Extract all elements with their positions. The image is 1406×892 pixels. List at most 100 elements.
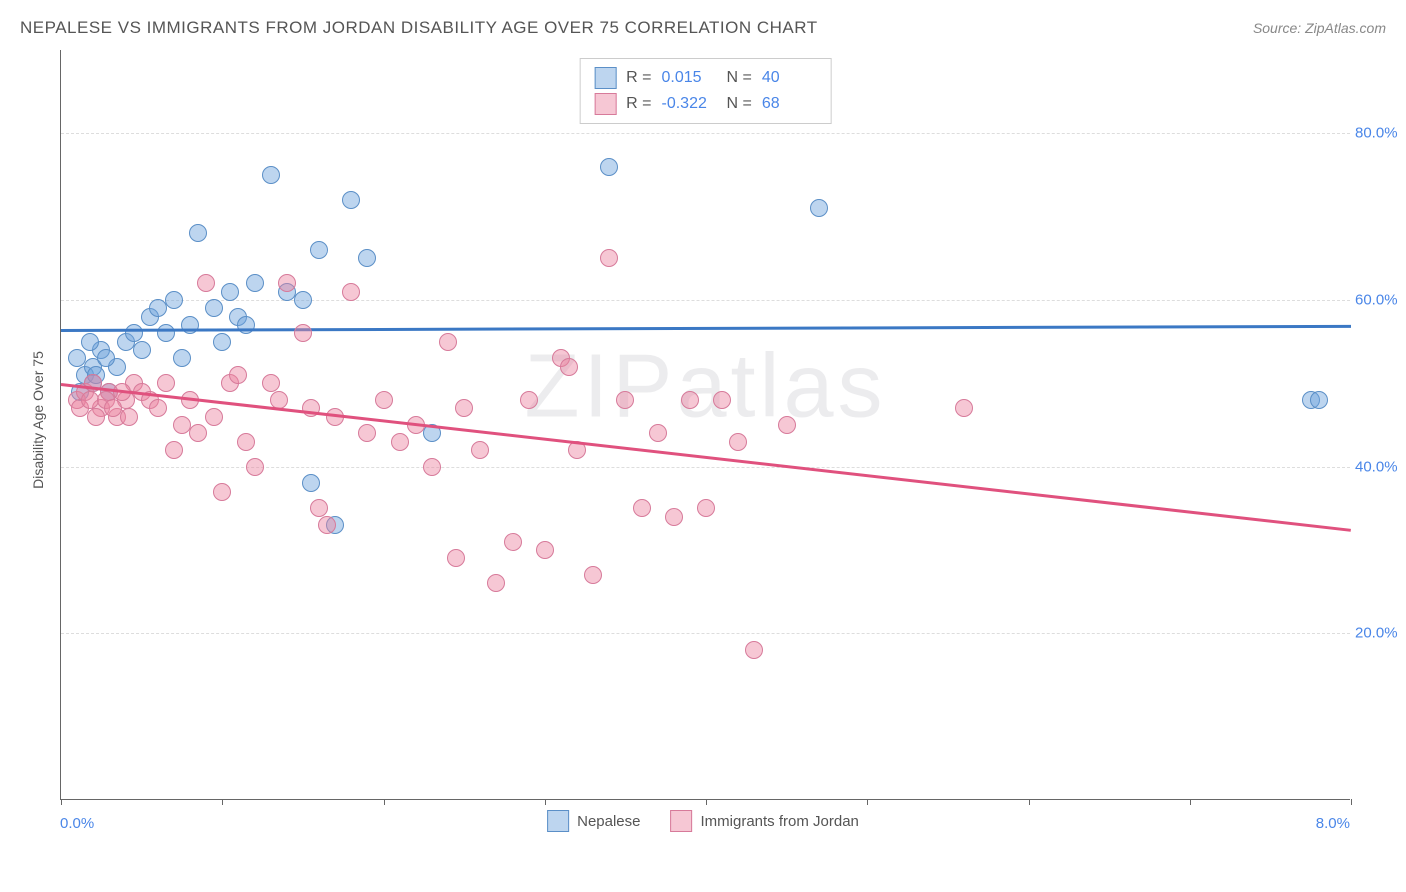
legend-item: Nepalese — [547, 810, 640, 832]
x-tick — [706, 799, 707, 805]
scatter-point — [149, 299, 167, 317]
series-swatch — [594, 93, 616, 115]
x-tick — [1029, 799, 1030, 805]
x-tick — [222, 799, 223, 805]
n-label: N = — [727, 95, 752, 113]
gridline-h — [61, 633, 1350, 634]
scatter-point — [120, 408, 138, 426]
scatter-point — [246, 458, 264, 476]
scatter-point — [439, 333, 457, 351]
plot-area: ZIPatlas R =0.015N =40R =-0.322N =68 20.… — [60, 50, 1350, 800]
scatter-point — [955, 399, 973, 417]
y-axis-label: Disability Age Over 75 — [30, 351, 46, 489]
scatter-point — [302, 474, 320, 492]
x-tick — [867, 799, 868, 805]
scatter-point — [665, 508, 683, 526]
x-tick — [1351, 799, 1352, 805]
scatter-point — [745, 641, 763, 659]
scatter-point — [165, 441, 183, 459]
scatter-point — [262, 166, 280, 184]
legend-label: Immigrants from Jordan — [701, 813, 859, 830]
scatter-point — [294, 291, 312, 309]
scatter-point — [447, 549, 465, 567]
scatter-point — [358, 424, 376, 442]
scatter-point — [487, 574, 505, 592]
scatter-point — [205, 408, 223, 426]
scatter-point — [520, 391, 538, 409]
r-label: R = — [626, 69, 651, 87]
n-value: 40 — [762, 69, 817, 87]
scatter-point — [87, 408, 105, 426]
y-tick-label: 40.0% — [1355, 458, 1405, 475]
scatter-point — [318, 516, 336, 534]
legend-swatch — [671, 810, 693, 832]
scatter-point — [600, 249, 618, 267]
scatter-point — [649, 424, 667, 442]
scatter-point — [189, 224, 207, 242]
scatter-point — [173, 349, 191, 367]
legend-swatch — [547, 810, 569, 832]
scatter-point — [616, 391, 634, 409]
series-swatch — [594, 67, 616, 89]
x-tick — [1190, 799, 1191, 805]
scatter-point — [310, 499, 328, 517]
source-text: Source: ZipAtlas.com — [1253, 20, 1386, 36]
stats-row: R = -0.322 N = 68 — [594, 91, 817, 117]
scatter-point — [189, 424, 207, 442]
x-tick — [384, 799, 385, 805]
scatter-point — [262, 374, 280, 392]
scatter-point — [278, 274, 296, 292]
n-value: 68 — [762, 95, 817, 113]
n-label: N = — [727, 69, 752, 87]
scatter-point — [681, 391, 699, 409]
x-tick — [545, 799, 546, 805]
scatter-point — [237, 433, 255, 451]
scatter-point — [157, 374, 175, 392]
r-label: R = — [626, 95, 651, 113]
scatter-point — [633, 499, 651, 517]
scatter-point — [229, 366, 247, 384]
bottom-legend: Nepalese Immigrants from Jordan — [547, 810, 859, 832]
scatter-point — [713, 391, 731, 409]
chart-title: NEPALESE VS IMMIGRANTS FROM JORDAN DISAB… — [20, 18, 818, 38]
scatter-point — [342, 283, 360, 301]
scatter-point — [213, 333, 231, 351]
y-tick-label: 60.0% — [1355, 292, 1405, 309]
scatter-point — [213, 483, 231, 501]
y-tick-label: 20.0% — [1355, 625, 1405, 642]
legend-item: Immigrants from Jordan — [671, 810, 859, 832]
scatter-point — [471, 441, 489, 459]
legend-label: Nepalese — [577, 813, 640, 830]
chart-container: NEPALESE VS IMMIGRANTS FROM JORDAN DISAB… — [0, 0, 1406, 892]
x-tick — [61, 799, 62, 805]
x-axis-min-label: 0.0% — [60, 815, 94, 832]
scatter-point — [294, 324, 312, 342]
scatter-point — [423, 458, 441, 476]
scatter-point — [149, 399, 167, 417]
r-value: -0.322 — [662, 95, 717, 113]
scatter-point — [504, 533, 522, 551]
scatter-point — [810, 199, 828, 217]
scatter-point — [391, 433, 409, 451]
stats-legend-box: R = 0.015 N = 40 R = -0.322 N = 68 — [579, 58, 832, 124]
gridline-h — [61, 133, 1350, 134]
scatter-point — [97, 349, 115, 367]
gridline-h — [61, 300, 1350, 301]
scatter-point — [536, 541, 554, 559]
scatter-point — [125, 324, 143, 342]
scatter-point — [165, 291, 183, 309]
watermark-text: ZIPatlas — [524, 336, 886, 439]
scatter-point — [246, 274, 264, 292]
scatter-point — [375, 391, 393, 409]
scatter-point — [600, 158, 618, 176]
scatter-point — [697, 499, 715, 517]
scatter-point — [778, 416, 796, 434]
r-value: 0.015 — [662, 69, 717, 87]
scatter-point — [342, 191, 360, 209]
y-tick-label: 80.0% — [1355, 125, 1405, 142]
scatter-point — [584, 566, 602, 584]
scatter-point — [358, 249, 376, 267]
scatter-point — [560, 358, 578, 376]
scatter-point — [205, 299, 223, 317]
scatter-point — [221, 283, 239, 301]
